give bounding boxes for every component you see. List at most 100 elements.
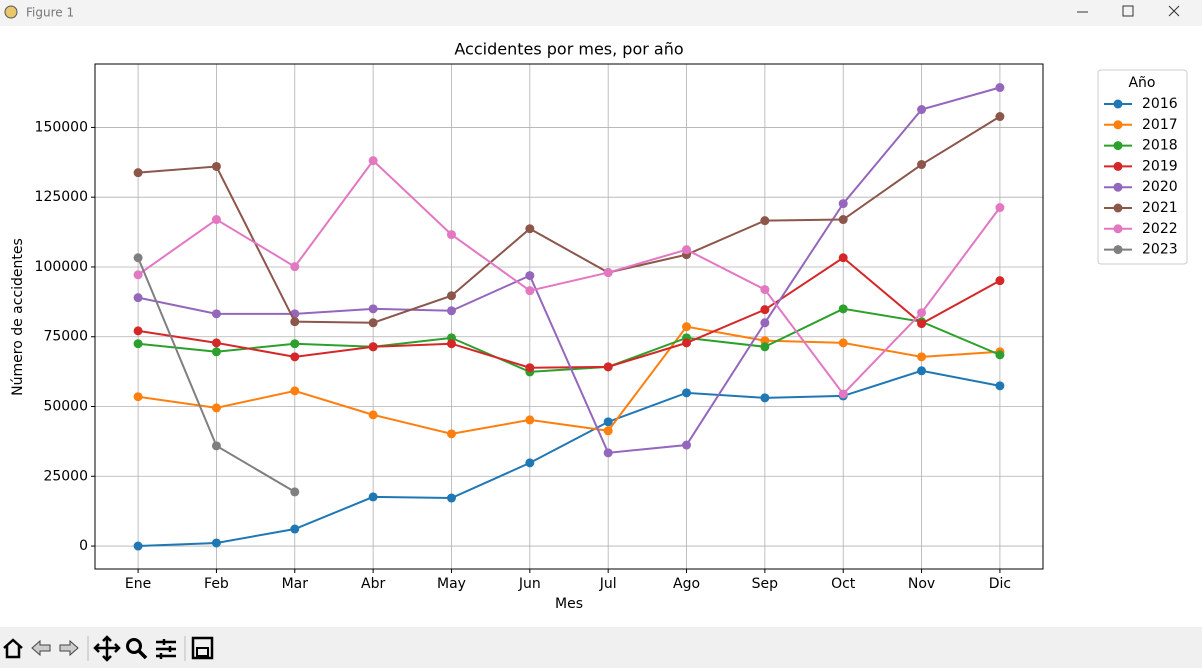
maximize-button[interactable] xyxy=(1122,5,1134,17)
point xyxy=(917,366,927,376)
point xyxy=(446,291,456,301)
y-tick-label: 0 xyxy=(79,538,88,554)
legend-marker xyxy=(1113,141,1123,151)
y-axis-label: Número de accidentes xyxy=(10,238,26,396)
series-line xyxy=(137,256,1001,369)
y-tick-label: 25000 xyxy=(43,468,88,484)
point xyxy=(290,487,300,497)
point xyxy=(211,215,221,225)
x-tick-label: Jun xyxy=(518,576,541,592)
legend-label: 2018 xyxy=(1142,138,1178,154)
point xyxy=(760,393,770,403)
point xyxy=(603,426,613,436)
point xyxy=(760,285,770,295)
legend-label: 2017 xyxy=(1142,117,1178,133)
point xyxy=(133,253,143,263)
point xyxy=(838,389,848,399)
forward-button[interactable] xyxy=(59,639,79,657)
point xyxy=(603,362,613,372)
point xyxy=(838,253,848,263)
legend-marker xyxy=(1113,224,1123,234)
point xyxy=(133,293,143,303)
point xyxy=(133,339,143,349)
point xyxy=(368,304,378,314)
point xyxy=(368,492,378,502)
point xyxy=(760,305,770,315)
point xyxy=(446,339,456,349)
x-tick-label: May xyxy=(437,576,466,592)
point xyxy=(290,524,300,534)
point xyxy=(211,403,221,413)
x-tick-label: Nov xyxy=(908,576,935,592)
save-button[interactable] xyxy=(191,636,214,660)
point xyxy=(368,156,378,166)
point xyxy=(133,168,143,178)
point xyxy=(525,224,535,234)
point xyxy=(290,262,300,272)
point xyxy=(290,386,300,396)
app-icon xyxy=(4,5,18,19)
close-button[interactable] xyxy=(1168,5,1180,17)
point xyxy=(211,161,221,171)
point xyxy=(760,318,770,328)
legend-label: 2019 xyxy=(1142,158,1178,174)
point xyxy=(917,352,927,362)
x-tick-label: Ago xyxy=(673,576,700,592)
chart-title: Accidentes por mes, por año xyxy=(454,40,683,59)
point xyxy=(917,105,927,115)
pan-button[interactable] xyxy=(93,635,121,662)
point xyxy=(838,215,848,225)
point xyxy=(995,381,1005,391)
legend-box xyxy=(1097,69,1188,265)
point xyxy=(368,318,378,328)
point xyxy=(682,388,692,398)
point xyxy=(211,538,221,548)
legend-marker xyxy=(1113,203,1123,213)
point xyxy=(525,271,535,281)
configure-button[interactable] xyxy=(156,639,176,659)
point xyxy=(446,306,456,316)
series-line xyxy=(137,307,1001,373)
point xyxy=(838,199,848,209)
point xyxy=(133,541,143,551)
point xyxy=(603,417,613,427)
series-line xyxy=(137,159,1001,396)
legend-title: Año xyxy=(1128,75,1155,91)
point xyxy=(211,441,221,451)
x-tick-label: Ene xyxy=(125,576,151,592)
point xyxy=(133,326,143,336)
zoom-button[interactable] xyxy=(126,638,142,654)
back-button[interactable] xyxy=(31,639,51,657)
point xyxy=(917,319,927,329)
y-tick-label: 125000 xyxy=(35,189,88,205)
point xyxy=(446,429,456,439)
window-title: Figure 1 xyxy=(26,6,74,20)
plot-frame xyxy=(94,63,1044,570)
point xyxy=(917,308,927,318)
home-button[interactable] xyxy=(3,638,23,659)
x-tick-label: Dic xyxy=(989,576,1011,592)
point xyxy=(290,352,300,362)
point xyxy=(917,160,927,170)
x-tick-label: Jul xyxy=(599,576,617,592)
point xyxy=(368,410,378,420)
point xyxy=(995,203,1005,213)
point xyxy=(525,458,535,468)
point xyxy=(995,83,1005,93)
series-line xyxy=(138,115,1001,324)
point xyxy=(838,304,848,314)
point xyxy=(760,216,770,226)
point xyxy=(290,317,300,327)
legend-label: 2022 xyxy=(1142,221,1178,237)
y-tick-label: 150000 xyxy=(35,119,88,135)
x-tick-label: Feb xyxy=(204,576,229,592)
legend-marker xyxy=(1113,161,1123,171)
legend-marker xyxy=(1113,182,1123,192)
point xyxy=(682,245,692,255)
legend-marker xyxy=(1113,245,1123,255)
x-axis-label: Mes xyxy=(555,596,583,612)
point xyxy=(682,440,692,450)
point xyxy=(603,268,613,278)
point xyxy=(211,338,221,348)
y-tick-label: 100000 xyxy=(35,259,88,275)
